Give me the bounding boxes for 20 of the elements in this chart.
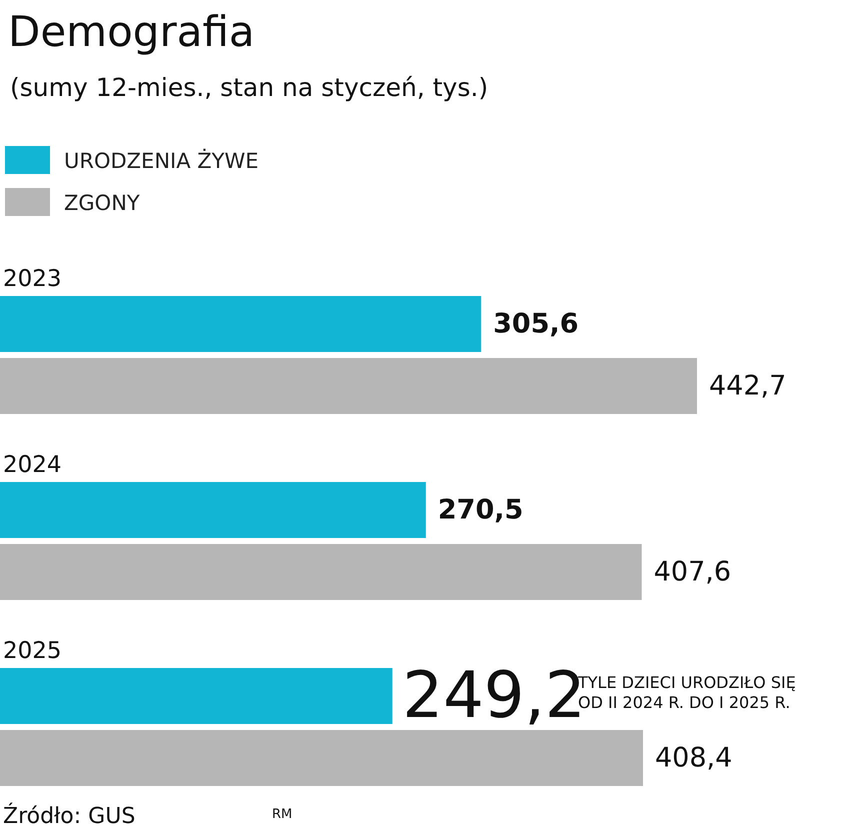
legend-label: ZGONY xyxy=(64,191,140,215)
bar xyxy=(0,730,643,786)
data-label: 305,6 xyxy=(493,308,579,340)
legend-label: URODZENIA ŻYWE xyxy=(64,148,259,173)
bar xyxy=(0,482,426,538)
bar xyxy=(0,544,642,600)
chart-title: Demografia xyxy=(8,7,255,56)
y-tick-label: 2024 xyxy=(3,452,62,478)
data-label: 407,6 xyxy=(654,556,732,588)
bar xyxy=(0,668,392,724)
annotation: RM xyxy=(272,807,292,822)
bar xyxy=(0,358,697,414)
bar xyxy=(0,296,482,352)
chart-subtitle: (sumy 12-mies., stan na styczeń, tys.) xyxy=(10,73,488,102)
y-tick-label: 2023 xyxy=(3,266,62,292)
annotation: Źródło: GUS xyxy=(3,802,136,829)
y-tick-label: 2025 xyxy=(3,638,62,664)
data-label: 408,4 xyxy=(654,742,732,774)
data-label: 270,5 xyxy=(438,494,524,526)
data-label: 442,7 xyxy=(709,370,786,402)
